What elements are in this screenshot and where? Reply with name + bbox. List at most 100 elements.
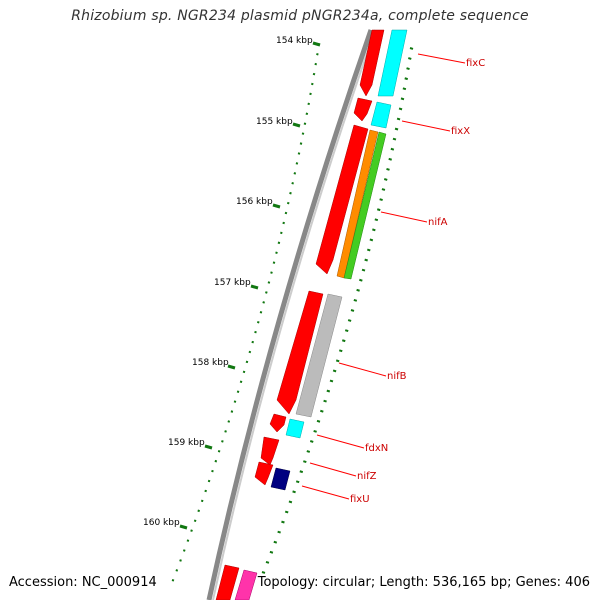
gene-fixX-cyan[interactable] [370, 101, 392, 129]
gene-bottom-red[interactable] [215, 564, 240, 600]
kbp-label-159: 159 kbp [168, 438, 205, 448]
gene-nifB-gray[interactable] [295, 293, 343, 418]
ruler-tick [261, 571, 266, 574]
ruler-tick [171, 579, 175, 582]
ruler-tick [275, 251, 278, 255]
ruler-tick [299, 470, 304, 474]
ruler-tick [280, 231, 283, 235]
ruler-tick [398, 107, 403, 111]
outer-tick-track [261, 47, 414, 574]
ruler-tick [369, 238, 374, 242]
ruler-tick [291, 182, 294, 185]
ruler-tick [379, 198, 383, 202]
ruler-tick [193, 519, 197, 523]
ruler-tick [341, 339, 346, 343]
ruler-tick [233, 400, 237, 403]
gene-fdxN[interactable] [269, 413, 287, 433]
ruler-tick [265, 560, 270, 564]
ruler-tick [251, 340, 254, 344]
ruler-tick [406, 67, 410, 71]
ruler-tick [311, 82, 314, 86]
ruler-tick [214, 459, 218, 463]
kbp-label-158: 158 kbp [192, 358, 229, 368]
ruler-tick [239, 380, 243, 384]
ruler-tick [388, 157, 392, 161]
ruler-tick [245, 360, 249, 364]
gene-nifB[interactable] [276, 290, 324, 415]
ruler-tick [292, 490, 296, 494]
ruler-tick [301, 132, 305, 135]
ruler-tick [326, 389, 331, 393]
gene-fixU-navy[interactable] [270, 467, 291, 491]
ruler-tick [270, 271, 273, 274]
kbp-label-156: 156 kbp [236, 197, 273, 207]
ruler-tick [376, 208, 381, 212]
ruler-tick [227, 420, 231, 423]
ruler-tick [288, 500, 293, 504]
gene-features [215, 29, 408, 600]
ruler-tick [282, 221, 285, 225]
gene-label-fixX[interactable]: fixX [451, 126, 470, 137]
ruler-tick [307, 102, 310, 106]
gene-fdxN-cyan[interactable] [285, 418, 305, 439]
gene-fixU[interactable] [254, 461, 274, 486]
ruler-tick [190, 529, 193, 532]
ruler-tick [396, 117, 401, 121]
gene-label-fdxN[interactable]: fdxN [365, 443, 388, 454]
ruler-tick [374, 218, 379, 222]
ruler-tick [344, 329, 349, 333]
ruler-tick [211, 469, 214, 473]
gene-nifA-green[interactable] [343, 131, 387, 280]
gene-fixC-cyan[interactable] [377, 29, 408, 97]
ruler-tick [182, 549, 186, 552]
ruler-tick [361, 268, 366, 272]
ruler-tick [320, 409, 324, 413]
gene-nifA[interactable] [315, 124, 369, 275]
ruler-tick [338, 349, 343, 353]
gene-bottom-magenta[interactable] [234, 569, 258, 600]
ruler-tick [277, 530, 281, 534]
ruler-tick [293, 172, 297, 175]
ruler-tick [224, 430, 227, 433]
ruler-tick [179, 559, 182, 562]
ruler-tick [284, 510, 289, 514]
backbone-arc [206, 29, 374, 600]
kbp-label-160: 160 kbp [143, 518, 180, 528]
gene-label-nifB[interactable]: nifB [387, 371, 407, 382]
gene-label-fixU[interactable]: fixU [350, 494, 370, 505]
ruler-tick [392, 137, 397, 141]
gene-fixC[interactable] [359, 29, 385, 97]
ruler-tick [299, 142, 303, 145]
ruler-tick [306, 450, 311, 453]
ruler-tick [364, 258, 368, 262]
ruler-tick [335, 359, 340, 363]
ruler-tick [329, 379, 334, 383]
ruler-tick [350, 309, 355, 312]
gene-label-fixC[interactable]: fixC [466, 58, 485, 69]
ruler-tick [217, 450, 221, 453]
ruler-tick [390, 147, 395, 151]
ruler-tick [248, 350, 252, 354]
ruler-tick [312, 72, 316, 76]
kbp-dashes [179, 41, 321, 530]
gene-fixX[interactable] [353, 97, 373, 122]
ruler-tick [295, 162, 299, 165]
ruler-tick [265, 291, 268, 294]
ruler-tick [175, 569, 179, 572]
ruler-tick [394, 127, 399, 131]
gene-nifZ[interactable] [260, 436, 280, 466]
ruler-tick [372, 228, 376, 232]
ruler-tick [197, 509, 200, 513]
ruler-tick [404, 77, 409, 81]
ruler-tick [259, 311, 263, 314]
ruler-tick [402, 87, 407, 91]
gene-label-nifA[interactable]: nifA [428, 217, 448, 228]
ruler-tick [207, 479, 211, 483]
ruler-tick [332, 369, 337, 373]
gene-label-nifZ[interactable]: nifZ [357, 471, 377, 482]
ruler-tick [305, 112, 309, 116]
ruler-tick [313, 429, 317, 433]
ruler-tick [407, 57, 412, 60]
ruler-tick [383, 178, 388, 181]
